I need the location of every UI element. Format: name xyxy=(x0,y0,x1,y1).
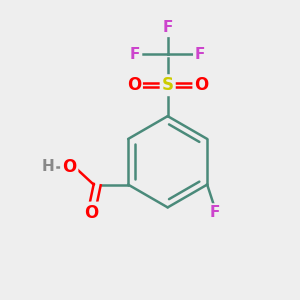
Text: S: S xyxy=(162,76,174,94)
Text: O: O xyxy=(194,76,209,94)
Text: O: O xyxy=(84,204,98,222)
Text: H: H xyxy=(42,159,54,174)
Text: F: F xyxy=(130,47,140,62)
Text: O: O xyxy=(127,76,141,94)
Text: F: F xyxy=(209,205,220,220)
Text: F: F xyxy=(163,20,173,35)
Text: F: F xyxy=(195,47,205,62)
Text: O: O xyxy=(62,158,76,176)
